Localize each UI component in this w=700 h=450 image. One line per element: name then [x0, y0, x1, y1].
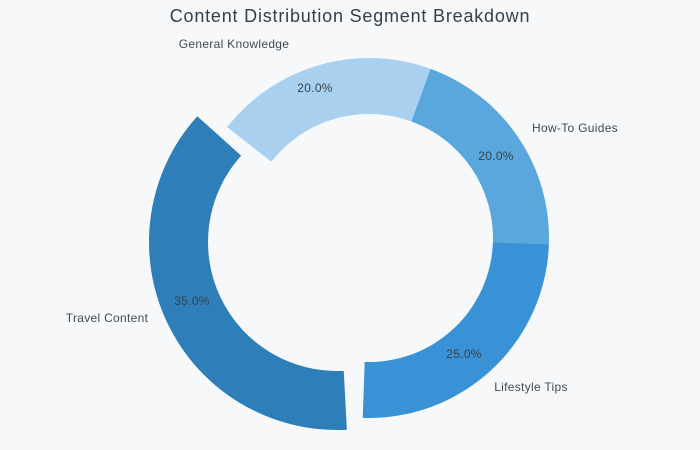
- slice-label-travel-content: Travel Content: [65, 311, 149, 325]
- chart-title: Content Distribution Segment Breakdown: [169, 6, 531, 26]
- slice-percent-travel-content: 35.0%: [174, 294, 210, 308]
- slice-label-how-to-guides: How-To Guides: [532, 121, 618, 135]
- donut-slice-how-to-guides[interactable]: [411, 68, 549, 245]
- slice-label-lifestyle-tips: Lifestyle Tips: [494, 380, 568, 394]
- slice-percent-general-knowledge: 20.0%: [297, 81, 333, 95]
- slice-label-general-knowledge: General Knowledge: [178, 37, 290, 51]
- donut-slice-general-knowledge[interactable]: [227, 58, 431, 162]
- donut-slice-travel-content[interactable]: [149, 116, 347, 430]
- donut-slice-lifestyle-tips[interactable]: [362, 242, 549, 418]
- slice-percent-how-to-guides: 20.0%: [478, 149, 514, 163]
- slice-percent-lifestyle-tips: 25.0%: [446, 347, 482, 361]
